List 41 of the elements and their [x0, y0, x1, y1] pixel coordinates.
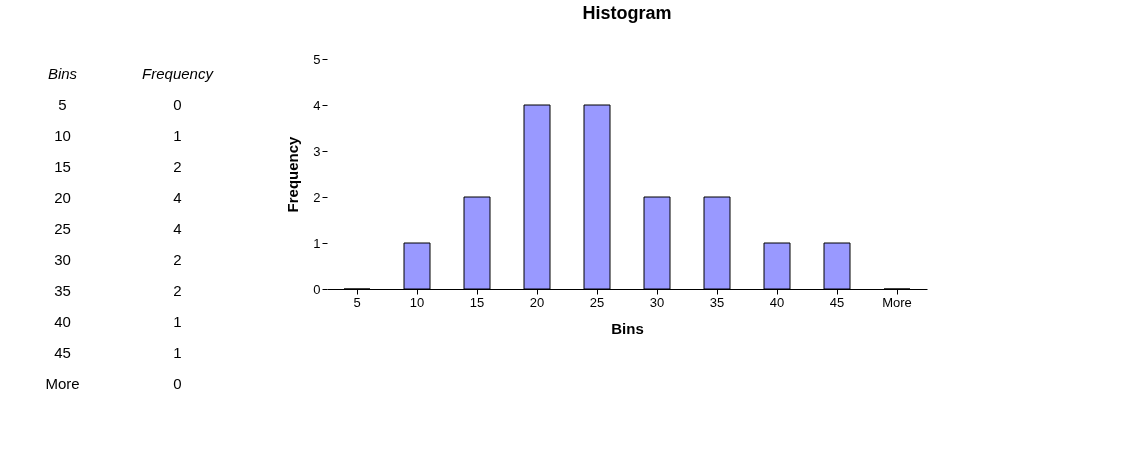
chart-title: Histogram [582, 3, 672, 23]
y-axis-title: Frequency [284, 135, 302, 213]
x-tick-label: 5 [353, 294, 361, 310]
x-tick-label: 25 [589, 294, 605, 310]
x-tick-label: 35 [709, 294, 725, 310]
y-tick-label: 1 [313, 235, 321, 251]
y-tick-label: 0 [313, 281, 321, 297]
x-tick-label: 10 [409, 294, 425, 310]
text: Bins [47, 65, 78, 83]
text: 1 [173, 343, 182, 361]
x-tick-label: 40 [769, 294, 785, 310]
text: 45 [54, 343, 71, 361]
text: 25 [54, 220, 71, 237]
text: 2 [173, 281, 182, 299]
text: 20 [54, 189, 71, 207]
x-tick-label: 15 [469, 294, 485, 310]
text: 4 [173, 189, 182, 207]
text: More [45, 374, 80, 392]
text: 30 [54, 250, 71, 268]
y-tick-label: 2 [313, 189, 321, 205]
text: 1 [173, 312, 182, 330]
text: 40 [54, 312, 71, 330]
text: Frequency [142, 65, 215, 83]
text: 0 [173, 374, 182, 392]
y-tick-label: 5 [313, 51, 321, 67]
text: 15 [54, 158, 71, 176]
text: 2 [173, 158, 182, 176]
text: 5 [58, 96, 67, 114]
text: 2 [173, 250, 182, 268]
text: 10 [54, 127, 71, 145]
text: 4 [173, 220, 182, 237]
y-tick-label: 4 [313, 97, 321, 113]
text: 35 [54, 281, 71, 299]
x-tick-label: 30 [649, 294, 665, 310]
x-tick-label: 45 [829, 294, 845, 310]
x-tick-label: 20 [529, 294, 545, 310]
x-tick-label: More [882, 294, 912, 310]
y-tick-label: 3 [313, 143, 321, 159]
x-axis-title: Bins [611, 319, 644, 337]
text: 0 [173, 96, 182, 114]
text: 1 [173, 127, 182, 145]
